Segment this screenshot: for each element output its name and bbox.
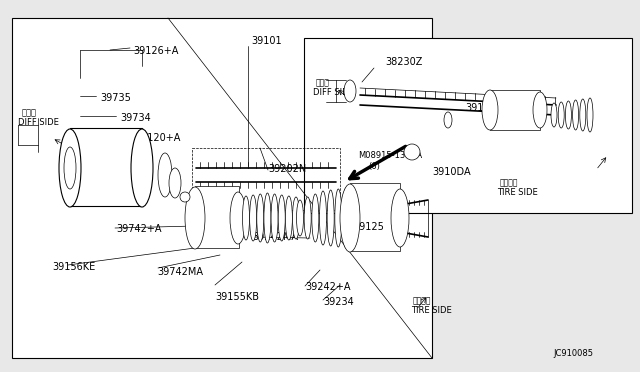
Ellipse shape — [230, 192, 246, 244]
Ellipse shape — [587, 98, 593, 132]
Ellipse shape — [292, 197, 300, 239]
Text: 3910DA: 3910DA — [432, 167, 470, 177]
Ellipse shape — [271, 194, 278, 242]
Text: 39742MA: 39742MA — [157, 267, 203, 277]
Ellipse shape — [250, 195, 257, 241]
Text: 39101: 39101 — [465, 103, 495, 113]
Ellipse shape — [296, 200, 303, 236]
Bar — [490, 90, 540, 130]
Ellipse shape — [391, 189, 409, 247]
Text: M08915-13B1A: M08915-13B1A — [358, 151, 422, 160]
Text: 39735: 39735 — [100, 93, 131, 103]
Ellipse shape — [59, 129, 81, 207]
Text: 39742+A: 39742+A — [116, 224, 161, 234]
Ellipse shape — [257, 194, 264, 242]
Bar — [195, 186, 239, 248]
Ellipse shape — [158, 153, 172, 197]
Text: 39734: 39734 — [120, 113, 151, 123]
Bar — [350, 183, 400, 251]
Text: (6): (6) — [368, 162, 380, 171]
Ellipse shape — [312, 194, 319, 242]
Text: 39202N: 39202N — [268, 164, 307, 174]
Text: 39120+A: 39120+A — [135, 133, 180, 143]
Ellipse shape — [551, 103, 557, 127]
Ellipse shape — [533, 92, 547, 128]
Text: 39126+A: 39126+A — [133, 46, 179, 56]
Text: 39242MA: 39242MA — [252, 232, 298, 242]
Text: DIFF SIDE: DIFF SIDE — [313, 88, 354, 97]
Ellipse shape — [565, 101, 572, 129]
Text: DIFF SIDE: DIFF SIDE — [18, 118, 59, 127]
Ellipse shape — [573, 100, 579, 130]
Ellipse shape — [580, 99, 586, 131]
Ellipse shape — [64, 147, 76, 189]
Bar — [12, 18, 432, 358]
Ellipse shape — [327, 190, 334, 246]
Bar — [304, 38, 632, 213]
Ellipse shape — [444, 112, 452, 128]
Ellipse shape — [344, 80, 356, 102]
Ellipse shape — [185, 187, 205, 249]
Text: 39101: 39101 — [251, 36, 282, 46]
Ellipse shape — [285, 196, 292, 240]
Text: タイヤ側: タイヤ側 — [413, 296, 431, 305]
Ellipse shape — [243, 196, 250, 240]
Bar — [70, 128, 142, 206]
Ellipse shape — [319, 191, 326, 245]
Ellipse shape — [335, 189, 342, 247]
Ellipse shape — [304, 197, 311, 239]
Ellipse shape — [180, 192, 190, 202]
Ellipse shape — [342, 188, 349, 248]
Text: JC910085: JC910085 — [553, 349, 593, 358]
Ellipse shape — [278, 195, 285, 241]
Text: TIRE SIDE: TIRE SIDE — [411, 306, 452, 315]
Ellipse shape — [482, 90, 498, 130]
Text: 39242+A: 39242+A — [305, 282, 351, 292]
Text: M: M — [408, 148, 414, 154]
Text: 39125: 39125 — [353, 222, 384, 232]
Text: タイヤ側: タイヤ側 — [500, 178, 518, 187]
Circle shape — [404, 144, 420, 160]
Ellipse shape — [169, 168, 181, 198]
Text: デフ側: デフ側 — [316, 78, 330, 87]
Text: 39234: 39234 — [323, 297, 354, 307]
Ellipse shape — [131, 129, 153, 207]
Ellipse shape — [340, 184, 360, 252]
Bar — [192, 148, 340, 210]
Ellipse shape — [558, 102, 564, 128]
Text: 39155KB: 39155KB — [215, 292, 259, 302]
Text: デフ側: デフ側 — [22, 108, 37, 117]
Ellipse shape — [264, 193, 271, 243]
Text: 38230Z: 38230Z — [385, 57, 422, 67]
Text: TIRE SIDE: TIRE SIDE — [497, 188, 538, 197]
Text: 39156KE: 39156KE — [52, 262, 95, 272]
